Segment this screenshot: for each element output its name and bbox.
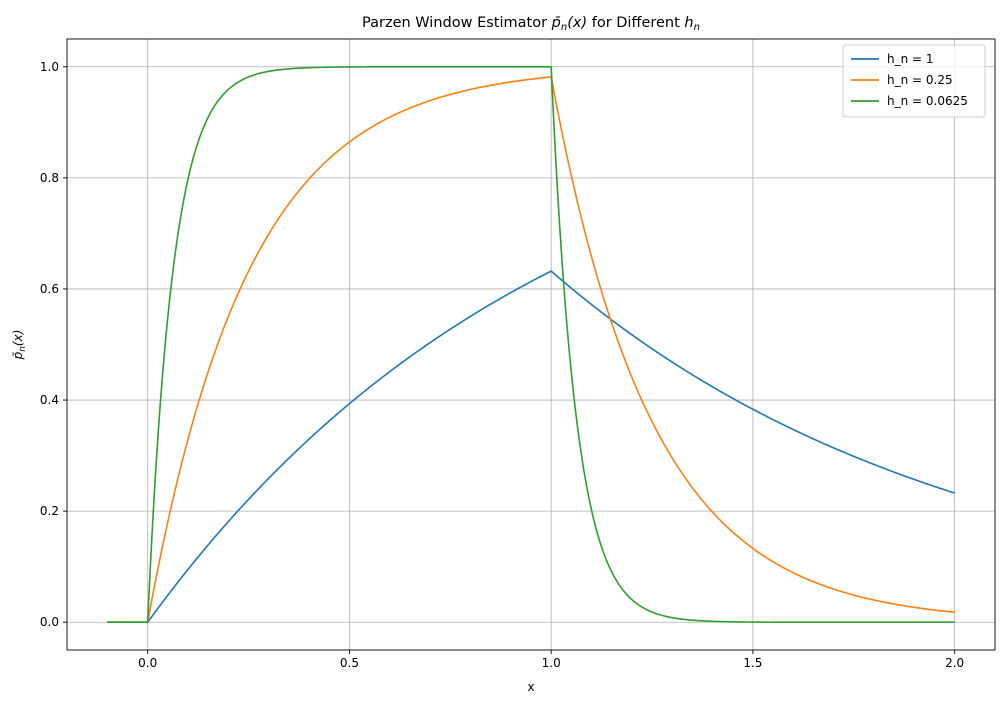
x-tick-label: 0.0 [138,656,157,670]
y-tick-label: 0.8 [40,171,59,185]
plot-frame [66,38,996,651]
legend-box [842,44,986,118]
y-tick-label: 0.4 [40,393,59,407]
x-tick-label: 0.5 [340,656,359,670]
y-tick-label: 0.0 [40,615,59,629]
x-tick-label: 1.0 [542,656,561,670]
series-layer [107,65,955,624]
y-axis-label: p̄n(x) [11,330,28,361]
grid-layer [67,39,995,650]
y-tick-label: 0.2 [40,504,59,518]
series-line-1 [107,76,955,624]
chart-title: Parzen Window Estimator p̄n(x) for Diffe… [362,15,700,33]
series-line-0 [107,270,955,624]
legend-label-2: h_n = 0.0625 [887,94,968,108]
legend-label-1: h_n = 0.25 [887,73,953,87]
x-tick-label: 2.0 [945,656,964,670]
x-tick-label: 1.5 [743,656,762,670]
ticks-layer: 0.0 0.5 1.0 1.5 2.0 0.0 0.2 0.4 0.6 0.8 1.0 [40,60,964,670]
y-tick-label: 1.0 [40,60,59,74]
series-line-2 [107,65,955,624]
x-axis-label: x [527,680,534,694]
legend: h_n = 1 h_n = 0.25 h_n = 0.0625 [842,44,986,118]
y-tick-label: 0.6 [40,282,59,296]
legend-label-0: h_n = 1 [887,52,934,66]
